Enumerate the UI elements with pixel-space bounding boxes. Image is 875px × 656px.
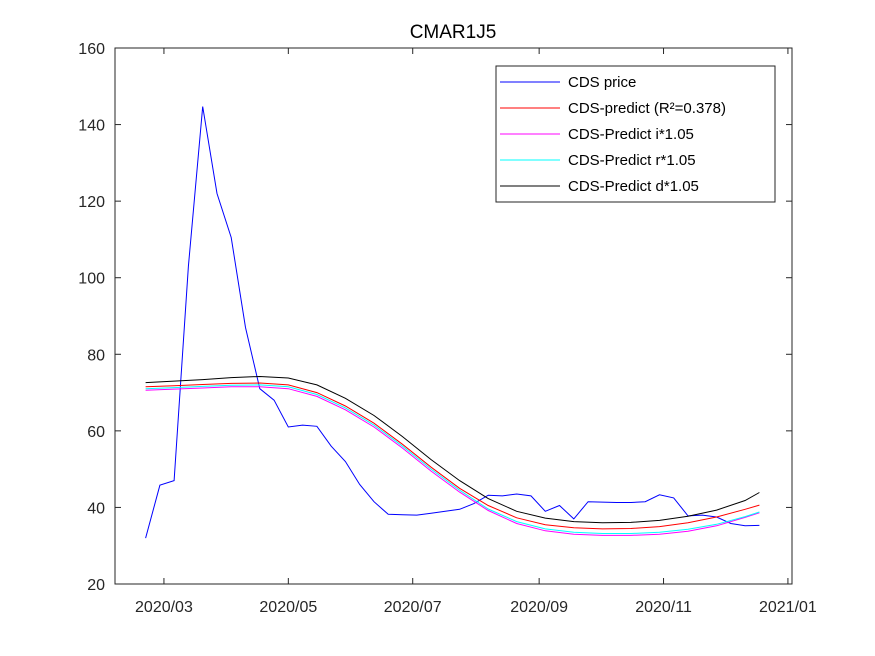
chart-title: CMAR1J5	[410, 22, 497, 43]
legend-label: CDS-Predict r*1.05	[568, 152, 696, 169]
legend-label: CDS-Predict i*1.05	[568, 126, 694, 143]
y-tick-label: 80	[87, 347, 105, 364]
y-axis: 20 40 60 80 100 120 140 160	[78, 41, 792, 594]
x-tick-label: 2020/05	[259, 599, 317, 616]
x-tick-label: 2020/07	[384, 599, 442, 616]
axes-box	[114, 47, 793, 585]
series-layer	[145, 106, 760, 539]
y-tick-label: 100	[78, 271, 105, 288]
legend-label: CDS price	[568, 74, 636, 91]
x-tick-label: 2020/03	[135, 599, 193, 616]
x-axis: 2020/03 2020/05 2020/07 2020/09 2020/11 2021/…	[135, 48, 817, 616]
y-tick-label: 40	[87, 500, 105, 517]
y-tick-label: 60	[87, 424, 105, 441]
series-line-2	[145, 386, 760, 536]
legend-label: CDS-predict (R²=0.378)	[568, 100, 726, 117]
y-tick-label: 120	[78, 194, 105, 211]
legend: CDS price CDS-predict (R²=0.378) CDS-Predi…	[495, 65, 776, 203]
y-tick-label: 140	[78, 118, 105, 135]
series-line-1	[145, 382, 760, 530]
x-tick-label: 2020/09	[510, 599, 568, 616]
series-line-3	[145, 384, 760, 534]
y-tick-label: 160	[78, 41, 105, 58]
y-tick-label: 20	[87, 577, 105, 594]
legend-label: CDS-Predict d*1.05	[568, 178, 699, 195]
axes-layer	[114, 47, 793, 585]
series-line-4	[145, 375, 760, 524]
series-line-0	[145, 106, 760, 539]
x-tick-label: 2021/01	[759, 599, 817, 616]
x-tick-label: 2020/11	[635, 599, 692, 616]
